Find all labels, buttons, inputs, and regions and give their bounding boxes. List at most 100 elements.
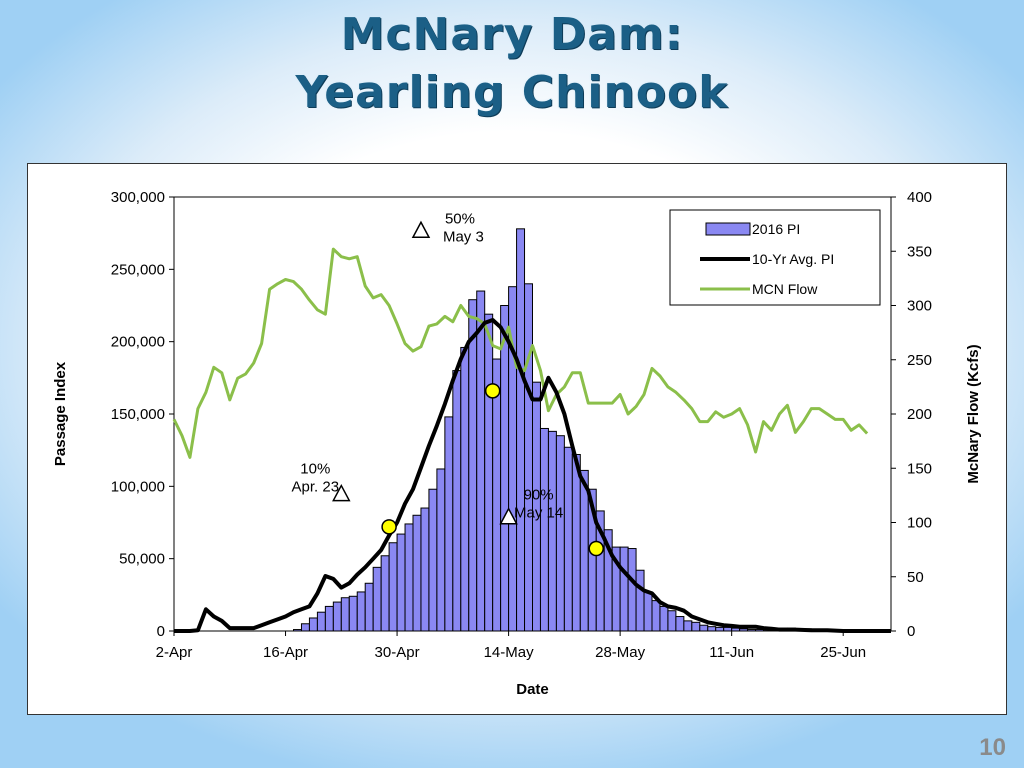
y2-tick-label: 150	[907, 460, 932, 477]
x-tick-label: 30-Apr	[375, 644, 420, 661]
bar	[412, 514, 422, 632]
bar	[428, 488, 438, 632]
bar	[675, 616, 685, 632]
bar	[348, 595, 358, 632]
y-tick-label: 200,000	[111, 334, 165, 351]
bar	[500, 305, 510, 632]
bar	[659, 605, 669, 632]
bar	[316, 611, 326, 632]
y2-tick-label: 400	[907, 189, 932, 206]
percentile-triangle	[411, 220, 431, 239]
page-number: 10	[979, 734, 1006, 761]
bar	[420, 507, 430, 632]
y2-tick-label: 50	[907, 569, 924, 586]
bar	[651, 600, 661, 632]
bar	[476, 290, 486, 632]
x-axis-title: Date	[516, 681, 549, 698]
y-tick-label: 250,000	[111, 261, 165, 278]
avg-marker-circle	[484, 383, 501, 399]
avg-pi-line	[174, 318, 891, 633]
markers: 10%Apr. 23 50%May 3 90%May 14	[292, 210, 604, 557]
bar	[492, 358, 502, 632]
bar	[436, 468, 446, 632]
bar	[364, 582, 374, 632]
y-tick-label: 50,000	[119, 551, 165, 568]
x-tick-label: 2-Apr	[156, 644, 193, 661]
bar	[332, 601, 342, 632]
avg-marker-circle	[381, 519, 397, 535]
y-tick-label: 150,000	[111, 406, 165, 423]
bar	[388, 542, 398, 632]
bar	[380, 555, 390, 632]
annotation-date: Apr. 23	[292, 479, 340, 496]
axes: 0 50,000 100,000 150,000 200,000 250,000 300,0…	[52, 189, 982, 698]
bar	[444, 416, 454, 632]
x-tick-label: 16-Apr	[263, 644, 308, 661]
bar	[547, 430, 557, 632]
bar	[571, 454, 581, 632]
x-tick-label: 11-Jun	[709, 644, 754, 661]
x-tick-label: 14-May	[484, 644, 535, 661]
y2-tick-label: 350	[907, 243, 932, 260]
annotation-date: May 14	[514, 505, 563, 522]
legend-label: 2016 PI	[752, 221, 800, 237]
bar	[715, 626, 725, 632]
bar	[524, 283, 533, 632]
bar	[683, 620, 693, 632]
legend-swatch-bar	[705, 222, 751, 236]
bar	[707, 626, 717, 632]
bar	[643, 591, 653, 632]
annotation-percent: 90%	[524, 487, 554, 504]
bar	[396, 533, 406, 632]
bar	[739, 628, 749, 632]
bar	[747, 629, 757, 632]
bar	[563, 446, 573, 632]
bar	[356, 591, 366, 632]
annotation-date: May 3	[443, 228, 484, 245]
bar	[539, 427, 549, 632]
slide-title-line-1: McNary Dam:	[340, 9, 684, 60]
bar	[324, 605, 334, 632]
y2-tick-label: 200	[907, 406, 932, 423]
y-tick-label: 100,000	[111, 478, 165, 495]
bar	[308, 617, 318, 632]
y2-axis-title: McNary Flow (Kcfs)	[965, 344, 982, 483]
y-tick-label: 300,000	[111, 189, 165, 206]
percentile-triangle	[499, 507, 518, 525]
y2-tick-label: 300	[907, 298, 932, 315]
bar	[293, 629, 302, 632]
bar	[468, 299, 478, 632]
bar	[635, 569, 645, 632]
y-axis-title: Passage Index	[52, 361, 69, 466]
legend-label: 10-Yr Avg. PI	[752, 251, 834, 267]
bar	[516, 228, 526, 632]
y-tick-label: 0	[157, 623, 165, 640]
chart-frame: 10% Apr. 23 50% May 3 90% May 14 0 50,000 100,0…	[27, 163, 1007, 715]
y2-tick-label: 0	[907, 623, 915, 640]
series-10yr-avg-pi	[174, 318, 891, 633]
x-tick-label: 28-May	[595, 644, 646, 661]
bar	[723, 626, 733, 632]
percentile-triangle	[332, 483, 351, 502]
bar	[691, 621, 701, 632]
y2-tick-label: 250	[907, 352, 932, 369]
bar	[627, 548, 637, 632]
annotation-percent: 50%	[445, 210, 475, 227]
bar	[340, 597, 350, 632]
annotation-percent: 10%	[300, 461, 330, 478]
x-tick-label: 25-Jun	[820, 644, 866, 661]
bar	[372, 566, 382, 632]
bar	[619, 546, 629, 632]
bar	[699, 624, 709, 632]
bar	[404, 523, 414, 632]
bar	[555, 435, 565, 632]
y2-tick-label: 100	[907, 515, 932, 532]
bar	[300, 623, 310, 632]
bar	[460, 346, 470, 632]
slide-title: McNary Dam: Yearling Chinook	[0, 6, 1024, 122]
legend: 2016 PI 10-Yr Avg. PI MCN Flow	[669, 209, 881, 306]
bar	[484, 313, 494, 632]
legend-label: MCN Flow	[752, 281, 818, 297]
avg-marker-circle	[588, 540, 604, 557]
bars-2016-pi	[293, 228, 836, 632]
